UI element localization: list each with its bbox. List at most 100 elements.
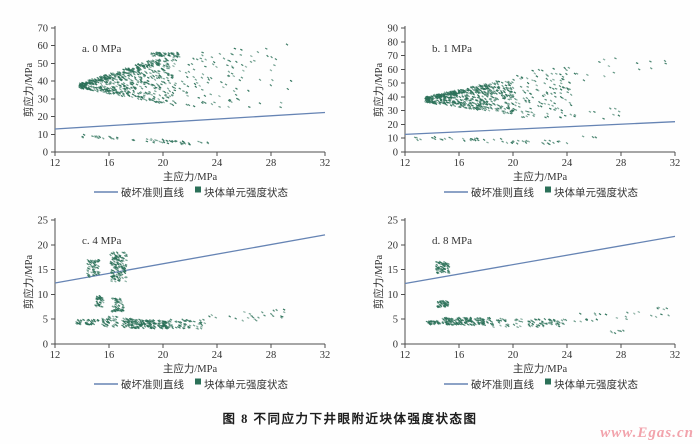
y-tick-label: 10 — [38, 290, 49, 301]
block-strength-points — [78, 43, 293, 146]
subplot-a-0mpa: 0 10 20 30 40 50 60 70 12 16 20 24 28 32 剪应力/MPa 主应力/MP… — [22, 24, 330, 200]
y-tick-label: 10 — [388, 290, 399, 301]
y-tick-label: 20 — [388, 120, 399, 131]
failure-criterion-line — [404, 121, 676, 136]
legend: 破坏准则直线 块体单元强度状态 — [444, 186, 638, 199]
figure-caption: 图 8 不同应力下井眼附近块体强度状态图 — [222, 412, 478, 426]
axes — [401, 218, 676, 348]
x-tick-label: 12 — [50, 350, 61, 361]
y-tick-label: 40 — [388, 92, 399, 103]
axis-labels: 0 10 20 30 40 50 60 70 12 16 20 24 28 32 剪应力/MPa 主应力/MP… — [22, 24, 330, 184]
x-axis-label: 主应力/MPa — [163, 362, 218, 375]
x-tick-label: 32 — [670, 350, 681, 361]
subplot-c-4mpa: 0 5 10 15 20 25 12 16 20 24 28 32 剪应力/MPa 主应力/MPa c. 4… — [22, 216, 330, 392]
y-tick-label: 50 — [38, 59, 49, 70]
y-axis-label: 剪应力/MPa — [22, 63, 35, 118]
subplot-b-1mpa: 0 10 20 30 40 50 60 70 80 90 12 16 20 24 28 32 剪应力/MPa 主应… — [372, 24, 680, 200]
y-tick-label: 5 — [393, 315, 398, 326]
legend-marker-sample — [545, 186, 551, 193]
y-axis-label: 剪应力/MPa — [372, 255, 385, 310]
y-tick-label: 15 — [38, 265, 49, 276]
y-tick-label: 60 — [38, 41, 49, 52]
y-tick-label: 30 — [38, 94, 49, 105]
failure-criterion-line — [54, 234, 326, 284]
block-strength-points — [413, 57, 668, 146]
legend-line-label: 破坏准则直线 — [121, 186, 184, 199]
y-tick-label: 25 — [388, 216, 399, 227]
y-tick-label: 50 — [388, 79, 399, 90]
x-tick-label: 20 — [508, 158, 519, 169]
y-tick-label: 30 — [388, 106, 399, 117]
y-tick-label: 70 — [388, 51, 399, 62]
x-tick-label: 16 — [104, 158, 115, 169]
watermark-text: www.Egas.cn — [600, 425, 694, 441]
x-tick-label: 32 — [670, 158, 681, 169]
x-tick-label: 32 — [320, 350, 331, 361]
y-tick-label: 0 — [393, 340, 398, 351]
x-tick-label: 20 — [158, 158, 169, 169]
legend-marker-label: 块体单元强度状态 — [554, 186, 638, 199]
axis-labels: 0 5 10 15 20 25 12 16 20 24 28 32 剪应力/MPa 主应力/MPa c. 4… — [22, 216, 330, 376]
x-tick-label: 24 — [212, 158, 223, 169]
axis-labels: 0 10 20 30 40 50 60 70 80 90 12 16 20 24 28 32 剪应力/MPa 主应… — [372, 24, 680, 184]
legend-marker-label: 块体单元强度状态 — [554, 378, 638, 391]
x-tick-label: 16 — [454, 350, 465, 361]
y-tick-label: 10 — [388, 134, 399, 145]
legend-marker-sample — [195, 378, 201, 385]
legend-line-label: 破坏准则直线 — [121, 378, 184, 391]
axes — [51, 26, 326, 156]
y-tick-label: 15 — [388, 265, 399, 276]
x-tick-label: 20 — [158, 350, 169, 361]
legend-line-label: 破坏准则直线 — [471, 186, 534, 199]
y-tick-label: 25 — [38, 216, 49, 227]
subplot-title: a. 0 MPa — [82, 43, 122, 55]
x-tick-label: 12 — [50, 158, 61, 169]
failure-criterion-line — [404, 235, 676, 285]
legend: 破坏准则直线 块体单元强度状态 — [94, 378, 288, 391]
y-tick-label: 0 — [43, 340, 48, 351]
y-tick-label: 60 — [388, 65, 399, 76]
y-tick-label: 20 — [38, 112, 49, 123]
legend-marker-label: 块体单元强度状态 — [204, 378, 288, 391]
y-axis-label: 剪应力/MPa — [372, 63, 385, 118]
y-tick-label: 5 — [43, 315, 48, 326]
x-tick-label: 24 — [212, 350, 223, 361]
subplot-title: d. 8 MPa — [432, 235, 472, 247]
failure-criterion-line — [54, 111, 326, 130]
x-axis-label: 主应力/MPa — [513, 362, 568, 375]
y-tick-label: 70 — [38, 24, 49, 35]
subplot-title: c. 4 MPa — [82, 235, 122, 247]
block-strength-points — [425, 260, 670, 335]
x-tick-label: 12 — [400, 350, 411, 361]
x-axis-label: 主应力/MPa — [513, 170, 568, 183]
x-axis-label: 主应力/MPa — [163, 170, 218, 183]
legend-marker-sample — [545, 378, 551, 385]
block-strength-points — [75, 251, 286, 330]
y-tick-label: 20 — [38, 240, 49, 251]
x-tick-label: 28 — [266, 158, 277, 169]
legend-marker-label: 块体单元强度状态 — [204, 186, 288, 199]
x-tick-label: 28 — [616, 350, 627, 361]
x-tick-label: 16 — [104, 350, 115, 361]
x-tick-label: 24 — [562, 350, 573, 361]
y-tick-label: 40 — [38, 77, 49, 88]
axis-labels: 0 5 10 15 20 25 12 16 20 24 28 32 剪应力/MPa 主应力/MPa d. 8… — [372, 216, 680, 376]
y-axis-label: 剪应力/MPa — [22, 255, 35, 310]
y-tick-label: 10 — [38, 130, 49, 141]
legend-line-label: 破坏准则直线 — [471, 378, 534, 391]
x-tick-label: 12 — [400, 158, 411, 169]
y-tick-label: 90 — [388, 24, 399, 35]
y-tick-label: 0 — [43, 148, 48, 159]
y-tick-label: 20 — [388, 240, 399, 251]
x-tick-label: 32 — [320, 158, 331, 169]
y-tick-label: 0 — [393, 148, 398, 159]
x-tick-label: 28 — [266, 350, 277, 361]
legend: 破坏准则直线 块体单元强度状态 — [444, 378, 638, 391]
subplot-d-8mpa: 0 5 10 15 20 25 12 16 20 24 28 32 剪应力/MPa 主应力/MPa d. 8… — [372, 216, 680, 392]
y-tick-label: 80 — [388, 37, 399, 48]
x-tick-label: 16 — [454, 158, 465, 169]
legend-marker-sample — [195, 186, 201, 193]
x-tick-label: 20 — [508, 350, 519, 361]
subplot-title: b. 1 MPa — [432, 43, 472, 55]
